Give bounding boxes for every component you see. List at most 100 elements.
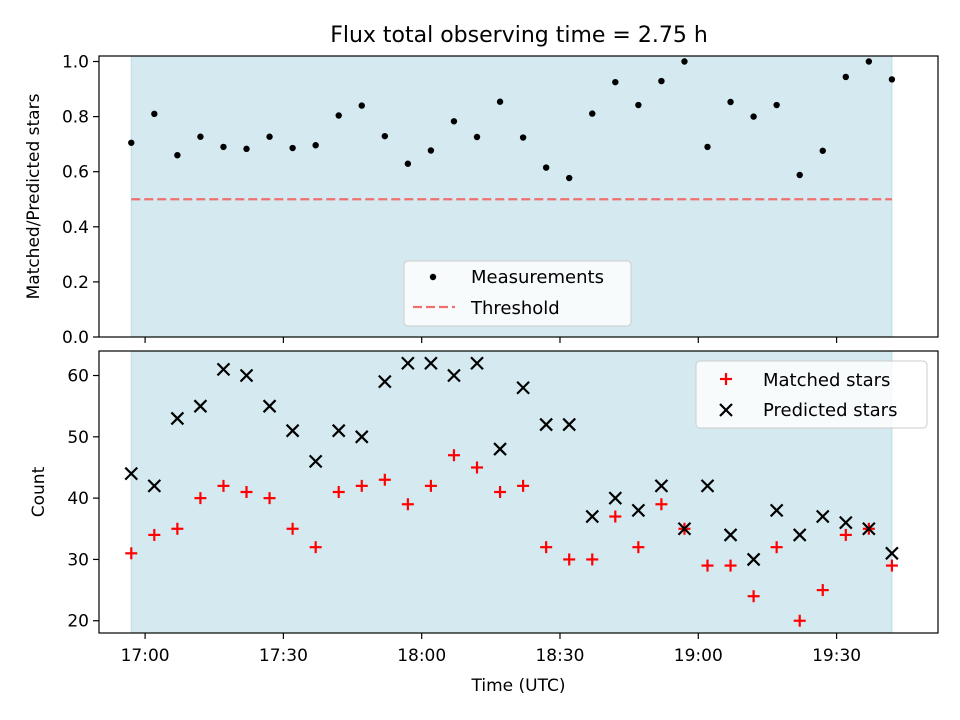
bottom-x-ticks: 17:00 17:30 18:00 18:30 19:00 19:30 [121, 633, 861, 666]
matched-point [447, 449, 460, 462]
measurement-point [542, 164, 550, 171]
cross-stroke-b [631, 503, 646, 518]
measurement-point [404, 160, 412, 167]
measurement-point [888, 76, 896, 83]
cross-stroke-b [885, 546, 899, 561]
predicted-point [562, 417, 576, 432]
matched-point [471, 461, 484, 474]
matched-point [217, 479, 230, 492]
predicted-point [193, 399, 208, 413]
top-ytick-label: 0.4 [62, 218, 89, 238]
cross-stroke-b [447, 368, 461, 383]
legend-matched-label: Matched stars [763, 370, 890, 391]
top-y-axis-label: Matched/Predicted stars [24, 93, 44, 299]
predicted-point [862, 522, 876, 536]
matched-point [885, 559, 898, 572]
bottom-ytick-label: 20 [67, 612, 89, 632]
measurement-point [727, 98, 734, 106]
predicted-point [424, 356, 438, 371]
matched-point [517, 479, 530, 492]
measurement-point [358, 102, 365, 109]
predicted-point [723, 528, 738, 542]
predicted-point [285, 423, 300, 438]
cross-stroke-b [193, 399, 208, 413]
measurement-point [266, 133, 273, 140]
legend-matched-marker [720, 373, 732, 385]
cross-stroke-b [792, 528, 807, 542]
predicted-point [516, 381, 530, 395]
cross-stroke-b [124, 466, 139, 481]
predicted-point [308, 454, 323, 469]
bottom-ytick-label: 50 [67, 428, 89, 448]
measurement-point [773, 101, 780, 109]
measurement-point [335, 112, 342, 119]
legend-predicted-label: Predicted stars [763, 400, 897, 421]
matched-point [171, 522, 184, 535]
cross-stroke-b [331, 423, 346, 438]
bottom-ytick-label: 40 [67, 489, 89, 509]
cross-stroke-b [839, 515, 853, 530]
predicted-point [677, 522, 692, 536]
cross-stroke-b [677, 522, 692, 536]
matched-point [839, 528, 852, 541]
predicted-point [378, 374, 392, 389]
predicted-point [124, 466, 139, 481]
bottom-y-ticks: 20 30 40 50 60 [67, 367, 99, 632]
predicted-point [331, 423, 346, 438]
predicted-point [447, 368, 461, 383]
measurement-point [312, 142, 319, 149]
matched-point [816, 584, 829, 597]
matched-point [747, 590, 760, 603]
measurement-point [128, 139, 135, 146]
matched-point [378, 473, 391, 486]
measurement-point [819, 147, 826, 154]
measurement-point [589, 110, 596, 117]
legend-plus [720, 373, 732, 385]
matched-point [309, 541, 322, 554]
cross-stroke-b [262, 399, 277, 413]
matched-point [586, 553, 599, 566]
matched-point [424, 479, 437, 492]
top-y-ticks: 0.0 0.2 0.4 0.6 0.8 1.0 [62, 53, 99, 348]
matched-point [240, 486, 253, 498]
predicted-point [147, 479, 162, 493]
cross-stroke-b [746, 552, 761, 567]
measurement-point [704, 143, 711, 151]
bottom-ytick-label: 60 [67, 367, 89, 387]
predicted-point [585, 509, 600, 524]
matched-point [540, 541, 553, 554]
matched-point [263, 492, 276, 505]
measurement-point [381, 132, 389, 140]
matched-point [701, 559, 714, 572]
measurement-point [289, 144, 296, 152]
matched-point [125, 547, 138, 560]
matched-point [724, 559, 737, 572]
predicted-point [631, 503, 646, 518]
cross-stroke-b [608, 491, 623, 505]
predicted-point [401, 356, 415, 371]
matched-point [632, 541, 645, 554]
x-axis-label: Time (UTC) [471, 676, 566, 696]
matched-point [609, 510, 622, 523]
predicted-point [239, 368, 254, 383]
cross-stroke-b [239, 368, 254, 383]
top-legend-box [403, 260, 632, 327]
legend-predicted-marker [719, 403, 733, 417]
cross-stroke-b [308, 454, 323, 469]
top-ytick-label: 0.6 [62, 163, 89, 183]
cross-stroke-b [516, 381, 530, 395]
cross-stroke-b [354, 430, 369, 444]
matched-point [770, 541, 783, 554]
legend-measurements-label: Measurements [471, 267, 604, 288]
legend-threshold-label: Threshold [470, 298, 560, 319]
measurement-point [635, 101, 642, 109]
predicted-point [470, 356, 484, 371]
predicted-point [885, 546, 899, 561]
bottom-xtick-label: 17:00 [121, 646, 170, 666]
cross-stroke-b [654, 479, 669, 493]
matched-point [793, 614, 806, 627]
top-legend: Measurements Threshold [403, 260, 632, 327]
predicted-point [354, 430, 369, 444]
cross-stroke-b [719, 403, 733, 417]
